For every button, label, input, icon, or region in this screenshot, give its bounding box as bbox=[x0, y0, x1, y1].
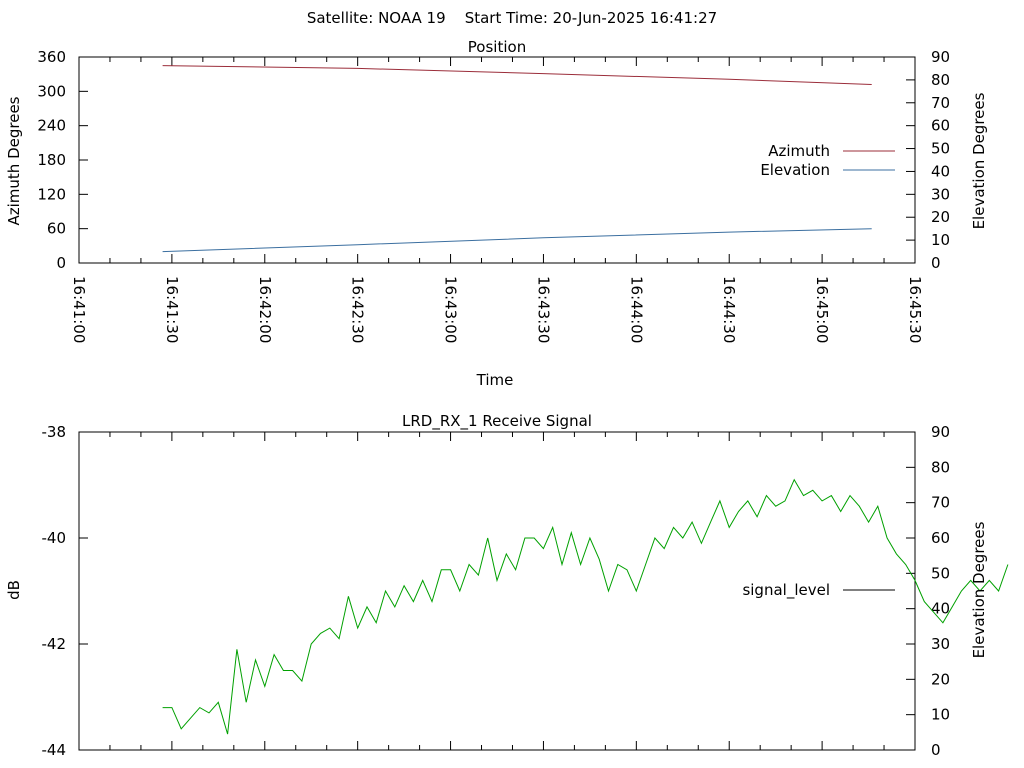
signal-y2-tick-label: 10 bbox=[931, 706, 950, 724]
position-x-tick-label: 16:45:00 bbox=[813, 276, 831, 343]
position-series bbox=[162, 65, 872, 253]
position-x-tick-label: 16:42:30 bbox=[349, 276, 367, 343]
signal-y-axis-label: dB bbox=[5, 580, 23, 600]
signal-plot-frame bbox=[78, 431, 916, 751]
signal-series bbox=[162, 478, 1009, 735]
position-x-tick-label: 16:41:30 bbox=[163, 276, 181, 343]
signal-legend: signal_level bbox=[742, 581, 895, 600]
signal-chart: LRD_RX_1 Receive Signal -44 -42 -40 -38 0 10 2… bbox=[5, 412, 1009, 759]
signal-y2-tick-label: 50 bbox=[931, 564, 950, 582]
position-y2-tick-label: 70 bbox=[931, 94, 950, 112]
position-y2-tick-label: 40 bbox=[931, 162, 950, 180]
position-x-tick-label: 16:43:00 bbox=[442, 276, 460, 343]
position-x-tick-label: 16:44:00 bbox=[627, 276, 645, 343]
signal-y2-tick-label: 30 bbox=[931, 635, 950, 653]
position-x-tick-label: 16:44:30 bbox=[720, 276, 738, 343]
position-y2-tick-label: 30 bbox=[931, 185, 950, 203]
signal-y2-tick-label: 0 bbox=[931, 741, 941, 759]
signal-axis-ticks bbox=[78, 431, 916, 751]
position-y-tick-label: 240 bbox=[37, 117, 66, 135]
signal-y2-tick-label: 90 bbox=[931, 423, 950, 441]
chart-header: Satellite: NOAA 19 Start Time: 20-Jun-20… bbox=[307, 9, 717, 27]
signal-y2-tick-label: 70 bbox=[931, 494, 950, 512]
position-y-tick-label: 120 bbox=[37, 185, 66, 203]
position-y2-axis-label: Elevation Degrees bbox=[970, 92, 988, 229]
position-chart: Position 16:41:00 16:41:30 16:42:00 16:42:3… bbox=[5, 38, 988, 389]
signal-y-tick-label: -38 bbox=[42, 423, 67, 441]
position-y-axis-label: Azimuth Degrees bbox=[5, 96, 23, 225]
position-y2-tick-label: 20 bbox=[931, 208, 950, 226]
signal-y2-tick-label: 20 bbox=[931, 670, 950, 688]
legend-signal-level-label: signal_level bbox=[742, 581, 830, 600]
signal-chart-title: LRD_RX_1 Receive Signal bbox=[402, 412, 592, 431]
position-tick-labels: 16:41:00 16:41:30 16:42:00 16:42:30 16:43:00… bbox=[37, 48, 950, 343]
signal-y2-tick-label: 40 bbox=[931, 600, 950, 618]
position-y-tick-label: 180 bbox=[37, 151, 66, 169]
signal-tick-labels: -44 -42 -40 -38 0 10 20 30 40 50 60 70 80 90 bbox=[42, 423, 951, 759]
position-y-tick-label: 0 bbox=[56, 254, 66, 272]
position-y-tick-label: 60 bbox=[47, 220, 66, 238]
azimuth-line bbox=[162, 65, 872, 85]
legend-azimuth-label: Azimuth bbox=[768, 142, 830, 160]
signal-y-tick-label: -44 bbox=[42, 741, 67, 759]
position-x-tick-label: 16:45:30 bbox=[906, 276, 924, 343]
position-x-tick-label: 16:41:00 bbox=[70, 276, 88, 343]
position-y2-tick-label: 80 bbox=[931, 71, 950, 89]
position-y2-tick-label: 50 bbox=[931, 140, 950, 158]
position-chart-title: Position bbox=[468, 38, 526, 56]
signal-y2-axis-label: Elevation Degrees bbox=[970, 521, 988, 658]
legend-elevation-label: Elevation bbox=[760, 161, 830, 179]
signal-level-line bbox=[162, 478, 1009, 735]
position-y2-tick-label: 0 bbox=[931, 254, 941, 272]
signal-y-tick-label: -40 bbox=[42, 529, 67, 547]
position-y2-tick-label: 60 bbox=[931, 117, 950, 135]
position-x-tick-label: 16:43:30 bbox=[534, 276, 552, 343]
signal-y-tick-label: -42 bbox=[42, 635, 67, 653]
position-x-tick-label: 16:42:00 bbox=[256, 276, 274, 343]
position-y2-tick-label: 10 bbox=[931, 231, 950, 249]
signal-y2-tick-label: 80 bbox=[931, 458, 950, 476]
position-y-tick-label: 300 bbox=[37, 82, 66, 100]
position-y-tick-label: 360 bbox=[37, 48, 66, 66]
position-x-axis-label: Time bbox=[476, 371, 514, 389]
position-plot-frame bbox=[78, 56, 916, 264]
position-y2-tick-label: 90 bbox=[931, 48, 950, 66]
position-axis-ticks bbox=[78, 56, 916, 264]
signal-y2-tick-label: 60 bbox=[931, 529, 950, 547]
elevation-line bbox=[162, 228, 872, 253]
